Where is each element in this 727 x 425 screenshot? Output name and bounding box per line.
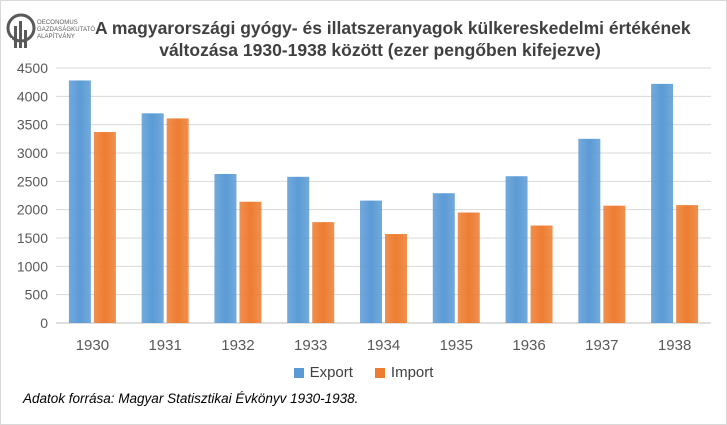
y-tick-label: 3500 <box>17 117 48 133</box>
y-tick-label: 3000 <box>17 145 48 161</box>
bar-export-1930 <box>68 80 91 323</box>
x-tick-label: 1934 <box>367 337 400 354</box>
bar-export-1936 <box>505 176 528 323</box>
y-tick-label: 2500 <box>17 173 48 189</box>
chart-title: A magyarországi gyógy- és illatszeranyag… <box>95 17 691 61</box>
x-tick-label: 1937 <box>585 337 618 354</box>
bar-import-1931 <box>166 118 189 323</box>
legend: Export Import <box>0 364 727 381</box>
bar-import-1933 <box>312 222 335 323</box>
bar-export-1938 <box>651 83 674 323</box>
legend-swatch-export <box>293 367 304 378</box>
chart-title-line-2: változása 1930-1938 között (ezer pengőbe… <box>159 40 601 60</box>
bar-export-1933 <box>287 176 310 323</box>
bar-import-1930 <box>93 132 116 323</box>
x-tick-label: 1936 <box>512 337 545 354</box>
y-tick-label: 1000 <box>17 258 48 274</box>
bar-export-1932 <box>214 173 237 323</box>
logo-icon <box>6 13 36 52</box>
legend-item-import: Import <box>374 364 434 381</box>
bar-export-1935 <box>432 193 455 323</box>
bar-export-1937 <box>578 138 601 323</box>
logo-text: OECONOMUS GAZDASÁGKUTATÓ ALAPÍTVÁNY <box>37 20 95 42</box>
bar-export-1934 <box>360 200 382 323</box>
legend-swatch-import <box>374 367 385 378</box>
y-tick-label: 500 <box>25 287 49 303</box>
logo-line-1: OECONOMUS <box>37 20 78 26</box>
logo: OECONOMUS GAZDASÁGKUTATÓ ALAPÍTVÁNY <box>6 8 96 52</box>
logo-line-3: ALAPÍTVÁNY <box>37 34 76 41</box>
bar-import-1932 <box>239 201 262 323</box>
legend-label-export: Export <box>309 364 353 381</box>
bar-import-1934 <box>385 234 407 323</box>
x-tick-label: 1938 <box>658 337 691 354</box>
y-tick-label: 4000 <box>17 88 48 104</box>
x-tick-label: 1930 <box>76 337 109 354</box>
bar-import-1936 <box>530 225 553 323</box>
y-tick-label: 4500 <box>17 60 48 76</box>
bar-import-1935 <box>457 212 480 323</box>
x-tick-label: 1935 <box>440 337 473 354</box>
legend-item-export: Export <box>293 364 353 381</box>
chart-title-line-1: A magyarországi gyógy- és illatszeranyag… <box>95 18 691 38</box>
x-tick-label: 1932 <box>221 337 254 354</box>
logo-line-2: GAZDASÁGKUTATÓ <box>37 27 96 34</box>
legend-label-import: Import <box>390 364 434 381</box>
source-note: Adatok forrása: Magyar Statisztikai Évkö… <box>23 391 359 406</box>
y-tick-label: 0 <box>40 315 48 331</box>
bar-import-1937 <box>603 205 626 323</box>
x-tick-label: 1931 <box>148 337 181 354</box>
y-tick-label: 1500 <box>17 230 48 246</box>
bar-export-1931 <box>141 113 164 323</box>
bar-import-1938 <box>676 205 699 323</box>
y-tick-label: 2000 <box>17 202 48 218</box>
x-tick-label: 1933 <box>294 337 327 354</box>
